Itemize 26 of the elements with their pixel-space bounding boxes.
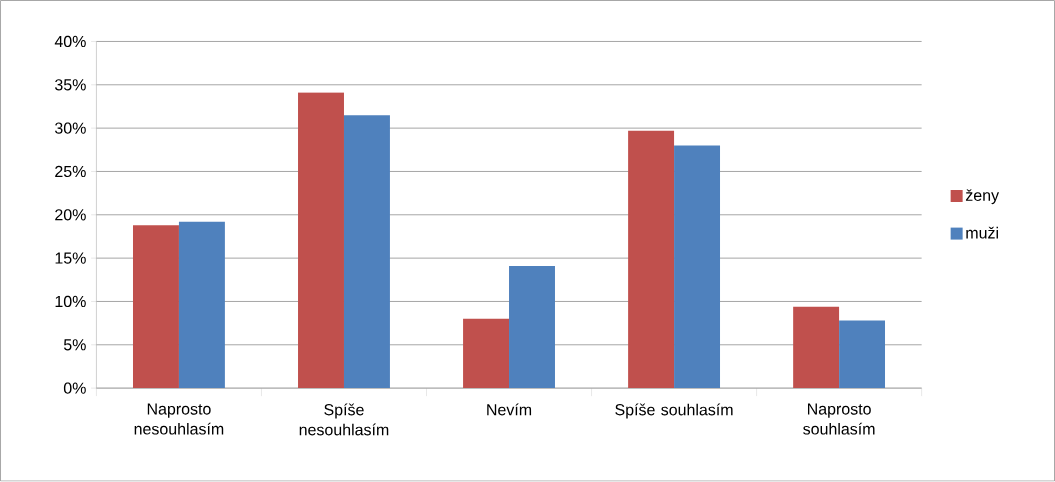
bar xyxy=(343,115,390,389)
x-tick-label: Naprosto nesouhlasím xyxy=(134,403,224,435)
y-tick-label: 10% xyxy=(55,296,86,308)
legend-label: muži xyxy=(966,227,998,239)
bar xyxy=(793,306,840,389)
y-tick-label: 5% xyxy=(63,339,86,351)
bar xyxy=(178,221,225,389)
bar xyxy=(839,320,886,389)
bar xyxy=(628,130,675,389)
bar xyxy=(509,266,555,389)
x-tick-label: Naprosto souhlasím xyxy=(803,403,875,435)
x-tick-label: Spíše souhlasím xyxy=(615,403,733,419)
y-tick-label: 40% xyxy=(54,36,86,48)
bar xyxy=(674,145,721,389)
y-tick-label: 0% xyxy=(63,382,86,394)
bar xyxy=(132,225,179,389)
x-tick-label: Spíše nesouhlasím xyxy=(299,403,389,436)
y-tick-label: 25% xyxy=(55,166,86,178)
bar xyxy=(463,319,510,389)
y-tick-label: 15% xyxy=(55,252,86,264)
y-tick-label: 35% xyxy=(55,79,86,91)
y-tick-label: 20% xyxy=(55,209,86,221)
x-tick-label: Nevím xyxy=(487,403,532,416)
bar xyxy=(298,92,344,389)
y-tick-label: 30% xyxy=(55,122,86,135)
legend-label: ženy xyxy=(965,189,1000,205)
